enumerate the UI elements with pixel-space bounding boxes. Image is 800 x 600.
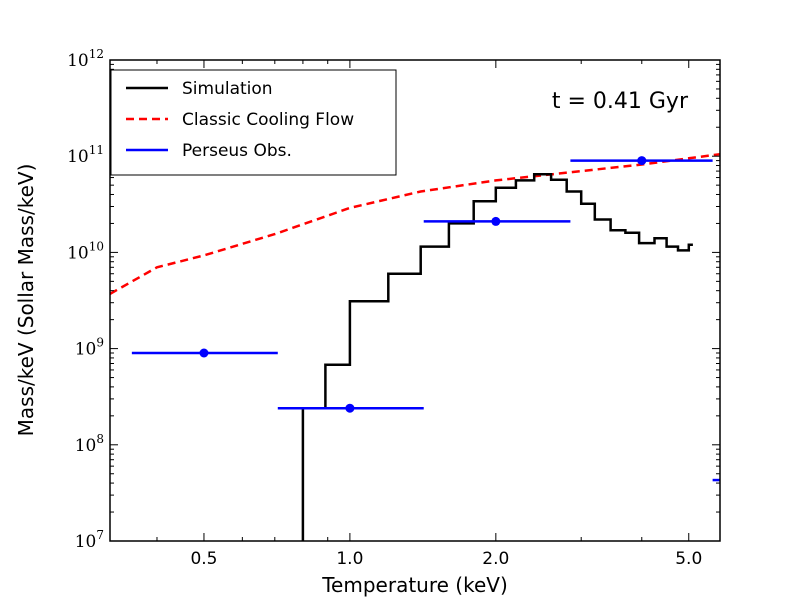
y-tick-label: 1012 (67, 47, 104, 71)
y-tick-label: 109 (75, 336, 104, 360)
legend-perseus-label: Perseus Obs. (182, 141, 292, 161)
y-tick-label: 107 (75, 528, 104, 552)
x-tick-label: 1.0 (336, 549, 363, 569)
legend: Simulation Classic Cooling Flow Perseus Ob… (110, 69, 397, 176)
legend-simulation-label: Simulation (182, 79, 273, 99)
perseus-point-2 (345, 403, 355, 413)
x-tick-label: 2.0 (482, 549, 509, 569)
x-tick-label: 5.0 (675, 549, 702, 569)
series-simulation-step (301, 172, 693, 541)
x-tick-label: 0.5 (190, 549, 217, 569)
legend-cooling-flow-label: Classic Cooling Flow (182, 110, 354, 130)
plot-area (110, 152, 720, 541)
time-annotation: t = 0.41 Gyr (552, 89, 689, 114)
y-tick-label: 1011 (67, 143, 104, 167)
plot-frame (109, 59, 721, 542)
y-axis-label: Mass/keV (Sollar Mass/keV) (14, 164, 38, 437)
perseus-point-3 (491, 216, 501, 226)
y-tick-label: 108 (75, 432, 104, 456)
perseus-point-4 (637, 156, 647, 166)
y-tick-label: 1010 (67, 239, 104, 263)
series-cooling-flow-line (110, 152, 720, 295)
perseus-point-1 (199, 348, 209, 358)
x-axis-label: Temperature (keV) (321, 573, 508, 597)
